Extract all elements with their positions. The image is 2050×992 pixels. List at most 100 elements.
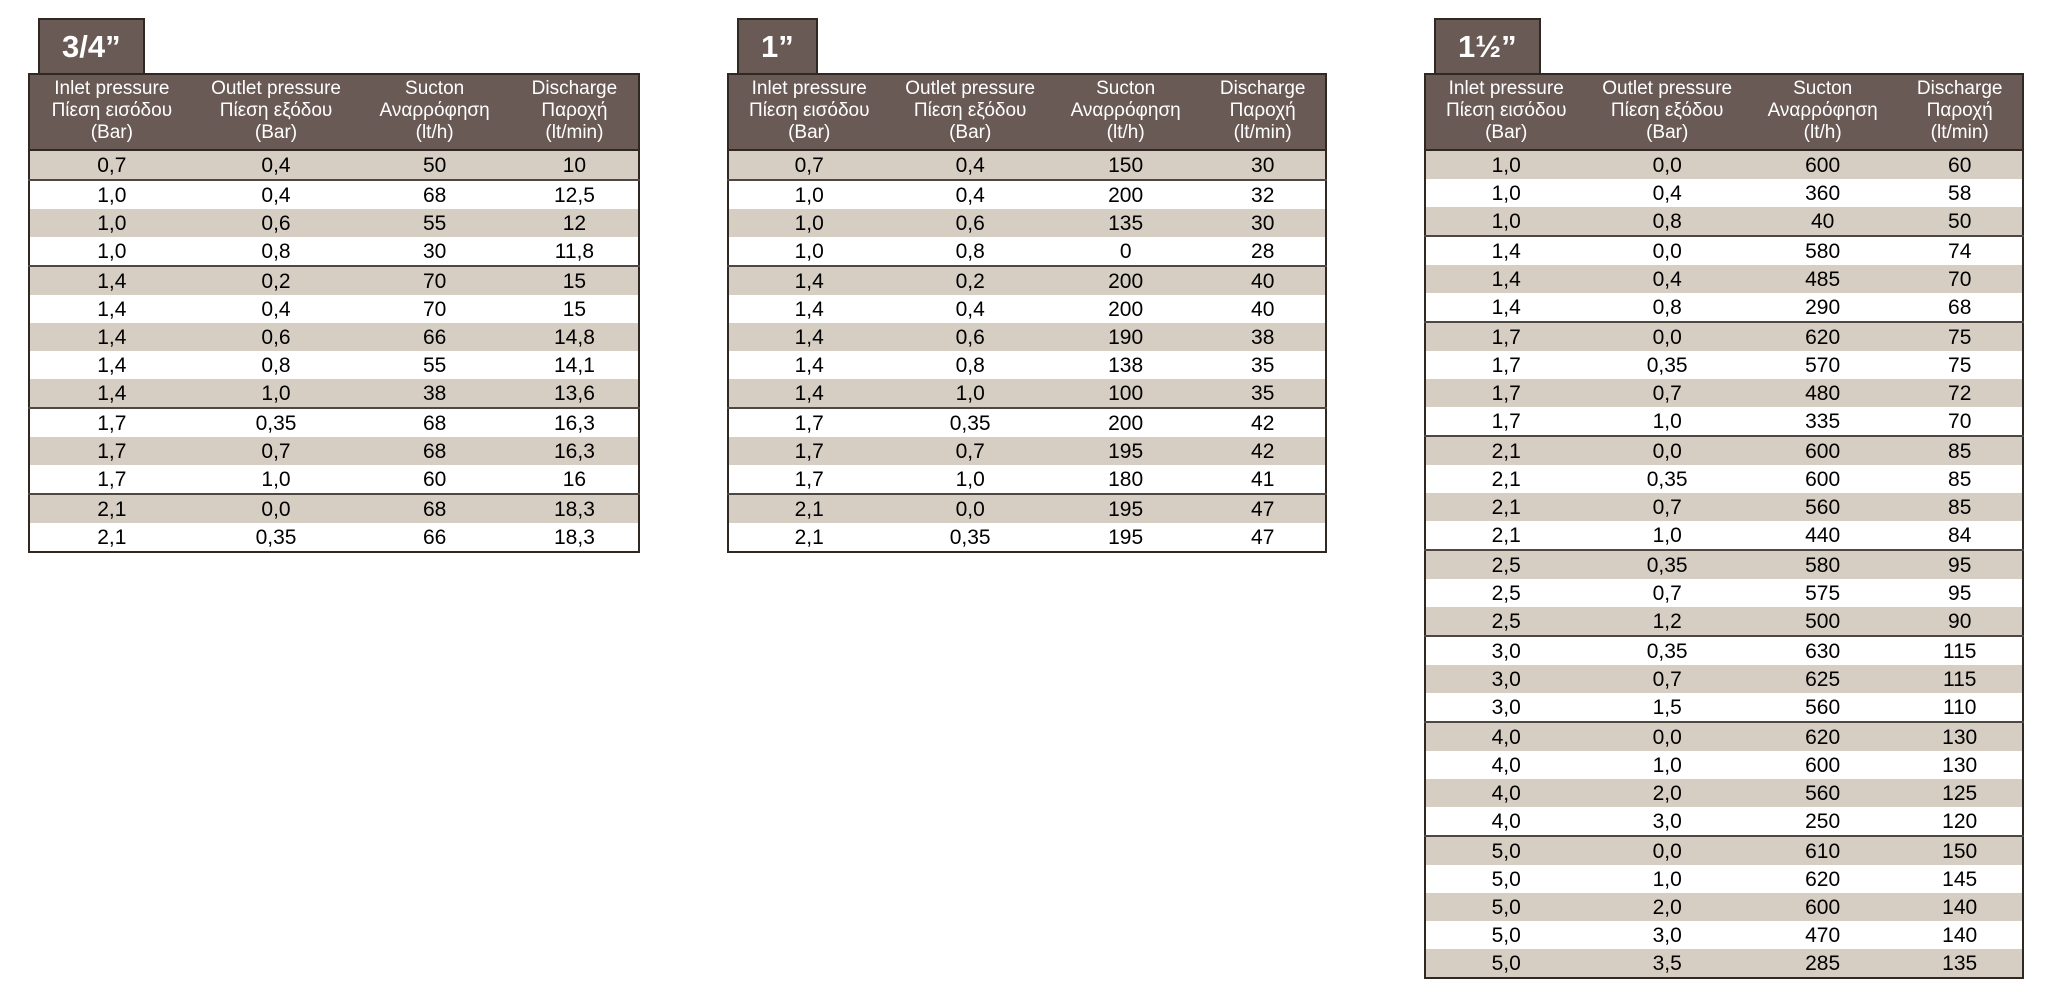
column-header-line-unit: (lt/min): [1233, 122, 1292, 143]
table-row: 1,4 1,0 38 13,6: [29, 379, 639, 408]
table-cell: 68: [358, 437, 511, 465]
table-cell: 68: [1897, 293, 2023, 322]
table-cell: 0,6: [889, 323, 1051, 351]
table-cell: 3,0: [1425, 665, 1587, 693]
table-cell: 75: [1897, 351, 2023, 379]
table-cell: 18,3: [510, 523, 639, 552]
table-row: 1,7 1,0 335 70: [1425, 407, 2023, 436]
table-cell: 620: [1747, 721, 1898, 751]
table-row: 1,4 0,6 190 38: [728, 323, 1326, 351]
table-cell: 3,0: [1425, 635, 1587, 665]
table-cell: 35: [1200, 351, 1326, 379]
table-cell: 2,5: [1425, 607, 1587, 636]
table-cell: 600: [1747, 893, 1898, 921]
table-cell: 0,7: [193, 437, 359, 465]
table-cell: 1,0: [1586, 751, 1748, 779]
table-row: 1,7 0,7 68 16,3: [29, 437, 639, 465]
table-cell: 115: [1897, 635, 2023, 665]
column-header-line-en: Sucton: [405, 78, 465, 99]
table-cell: 500: [1747, 607, 1898, 636]
column-header-line-el: Παροχή: [1229, 100, 1296, 121]
table-cell: 16: [510, 465, 639, 494]
table-cell: 10: [510, 150, 639, 180]
table-cell: 200: [1050, 295, 1201, 323]
column-header-line-unit: (Bar): [949, 122, 992, 143]
table-cell: 15: [510, 295, 639, 323]
table-cell: 0,8: [1586, 293, 1748, 322]
table-cell: 1,0: [728, 237, 890, 266]
table-cell: 195: [1050, 493, 1201, 523]
table-cell: 0,35: [193, 407, 359, 437]
table-cell: 560: [1747, 693, 1898, 722]
table-row: 4,0 3,0 250 120: [1425, 807, 2023, 836]
table-block-one-and-half-inch: 1½” Inlet pressure Πίεση εισόδου (Bar) Outl…: [1424, 18, 2024, 979]
table-cell: 0,7: [1586, 665, 1748, 693]
table-cell: 0,4: [193, 150, 359, 180]
table-cell: 1,7: [29, 407, 194, 437]
table-cell: 1,4: [1425, 293, 1587, 322]
table-cell: 1,0: [728, 209, 890, 237]
table-cell: 1,4: [728, 265, 890, 295]
table-cell: 0,4: [193, 179, 359, 209]
table-cell: 1,0: [1586, 865, 1748, 893]
table-cell: 0,35: [1586, 465, 1748, 493]
table-row: 1,7 0,35 68 16,3: [29, 407, 639, 437]
column-header: Outlet pressure Πίεση εξόδου (Bar): [1586, 74, 1748, 151]
table-row: 5,0 0,0 610 150: [1425, 835, 2023, 865]
table-cell: 1,0: [1425, 179, 1587, 207]
table-row: 2,5 0,35 580 95: [1425, 549, 2023, 579]
table-cell: 95: [1897, 549, 2023, 579]
table-cell: 110: [1897, 693, 2023, 722]
table-cell: 0,2: [193, 265, 359, 295]
table-cell: 140: [1897, 921, 2023, 949]
table-cell: 30: [1200, 150, 1326, 180]
table-cell: 4,0: [1425, 751, 1587, 779]
table-row: 4,0 2,0 560 125: [1425, 779, 2023, 807]
table-cell: 0: [1050, 237, 1201, 266]
table-cell: 1,0: [889, 465, 1051, 494]
table-cell: 60: [358, 465, 511, 494]
table-cell: 1,4: [1425, 235, 1587, 265]
table-cell: 360: [1747, 179, 1898, 207]
table-cell: 0,7: [1586, 379, 1748, 407]
table-cell: 0,0: [1586, 150, 1748, 179]
table-cell: 2,1: [1425, 493, 1587, 521]
table-row: 1,0 0,0 600 60: [1425, 150, 2023, 179]
table-cell: 1,0: [728, 179, 890, 209]
table-cell: 135: [1897, 949, 2023, 978]
table-cell: 0,35: [889, 523, 1051, 552]
size-tab: 1”: [737, 18, 818, 73]
table-cell: 1,0: [889, 379, 1051, 408]
table-cell: 0,4: [1586, 265, 1748, 293]
column-header: Discharge Παροχή (lt/min): [510, 74, 639, 151]
table-cell: 47: [1200, 523, 1326, 552]
table-block-three-quarter-inch: 3/4” Inlet pressure Πίεση εισόδου (Bar) Out…: [28, 18, 640, 553]
table-cell: 74: [1897, 235, 2023, 265]
table-cell: 0,4: [193, 295, 359, 323]
table-cell: 41: [1200, 465, 1326, 494]
table-row: 1,7 0,0 620 75: [1425, 321, 2023, 351]
table-cell: 13,6: [510, 379, 639, 408]
table-row: 1,4 1,0 100 35: [728, 379, 1326, 408]
table-cell: 440: [1747, 521, 1898, 550]
table-cell: 14,1: [510, 351, 639, 379]
table-cell: 2,1: [1425, 465, 1587, 493]
table-cell: 90: [1897, 607, 2023, 636]
table-cell: 50: [358, 150, 511, 180]
table-row: 1,0 0,8 40 50: [1425, 207, 2023, 236]
size-tab-label: 3/4”: [62, 29, 121, 64]
header-row: Inlet pressure Πίεση εισόδου (Bar) Outlet p…: [1425, 74, 2023, 151]
table-row: 5,0 2,0 600 140: [1425, 893, 2023, 921]
table-cell: 70: [1897, 265, 2023, 293]
table-row: 2,1 0,0 600 85: [1425, 435, 2023, 465]
table-row: 1,0 0,4 200 32: [728, 179, 1326, 209]
table-cell: 1,0: [193, 465, 359, 494]
table-cell: 15: [510, 265, 639, 295]
table-row: 4,0 0,0 620 130: [1425, 721, 2023, 751]
table-cell: 0,2: [889, 265, 1051, 295]
table-cell: 1,4: [728, 379, 890, 408]
column-header-line-el: Αναρρόφηση: [379, 100, 490, 121]
table-cell: 1,0: [1586, 407, 1748, 436]
table-cell: 0,0: [1586, 235, 1748, 265]
